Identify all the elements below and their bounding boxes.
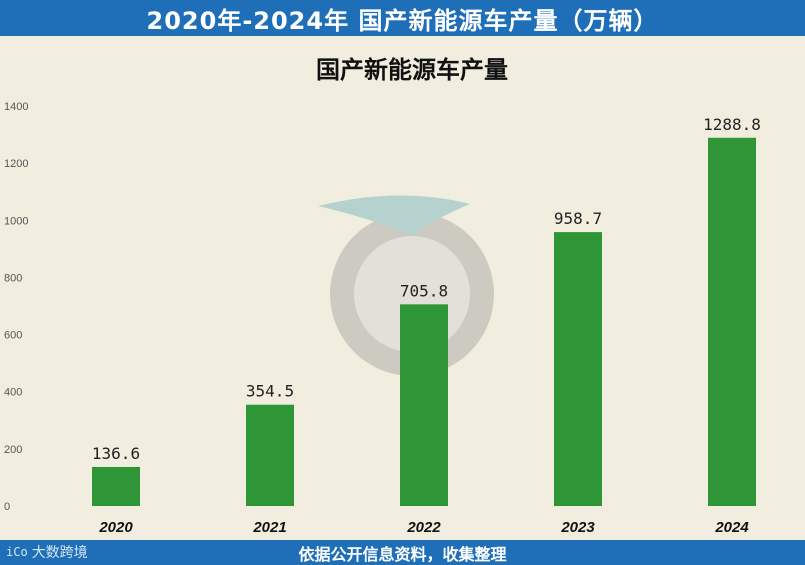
y-tick-label: 1400 (4, 101, 28, 113)
value-label-2020: 136.6 (92, 444, 140, 463)
watermark-swoosh (318, 195, 470, 236)
value-label-2024: 1288.8 (703, 115, 761, 134)
bar-2023 (554, 232, 602, 507)
y-axis-ticks: 0 200 400 600 800 1000 1200 1400 (4, 101, 28, 513)
chart-title: 国产新能源车产量 (316, 55, 508, 84)
x-label-2021: 2021 (252, 519, 286, 536)
y-tick-label: 600 (4, 330, 22, 342)
bars (92, 137, 756, 507)
y-tick-label: 400 (4, 387, 22, 399)
watermark-circle (330, 212, 494, 376)
x-label-2023: 2023 (560, 519, 595, 536)
y-tick-label: 200 (4, 444, 22, 456)
brand: iCo 大数跨境 (6, 541, 88, 563)
footer-note: 依据公开信息资料，收集整理 (0, 540, 805, 565)
x-axis-labels: 2020 2021 2022 2023 2024 (98, 519, 749, 536)
y-tick-label: 1000 (4, 215, 28, 227)
brand-name: 大数跨境 (31, 545, 88, 561)
value-labels: 136.6 354.5 705.8 958.7 1288.8 (92, 115, 761, 463)
value-label-2023: 958.7 (554, 209, 602, 228)
bar-2021 (246, 404, 294, 506)
bar-chart: 国产新能源车产量 0 200 400 600 800 1000 1200 1400 136.6… (4, 55, 761, 536)
y-tick-label: 800 (4, 272, 22, 284)
header-title: 2020年-2024年 国产新能源车产量（万辆） (0, 0, 805, 36)
x-label-2024: 2024 (714, 519, 749, 536)
bar-2024 (708, 137, 756, 506)
bar-2022 (400, 304, 448, 506)
bar-2020 (92, 466, 140, 506)
y-tick-label: 1200 (4, 158, 28, 170)
brand-logo: iCo (6, 545, 28, 559)
x-label-2022: 2022 (406, 519, 441, 536)
y-tick-label: 0 (4, 501, 10, 513)
value-label-2021: 354.5 (246, 382, 294, 401)
x-label-2020: 2020 (98, 519, 133, 536)
value-label-2022: 705.8 (400, 281, 448, 300)
